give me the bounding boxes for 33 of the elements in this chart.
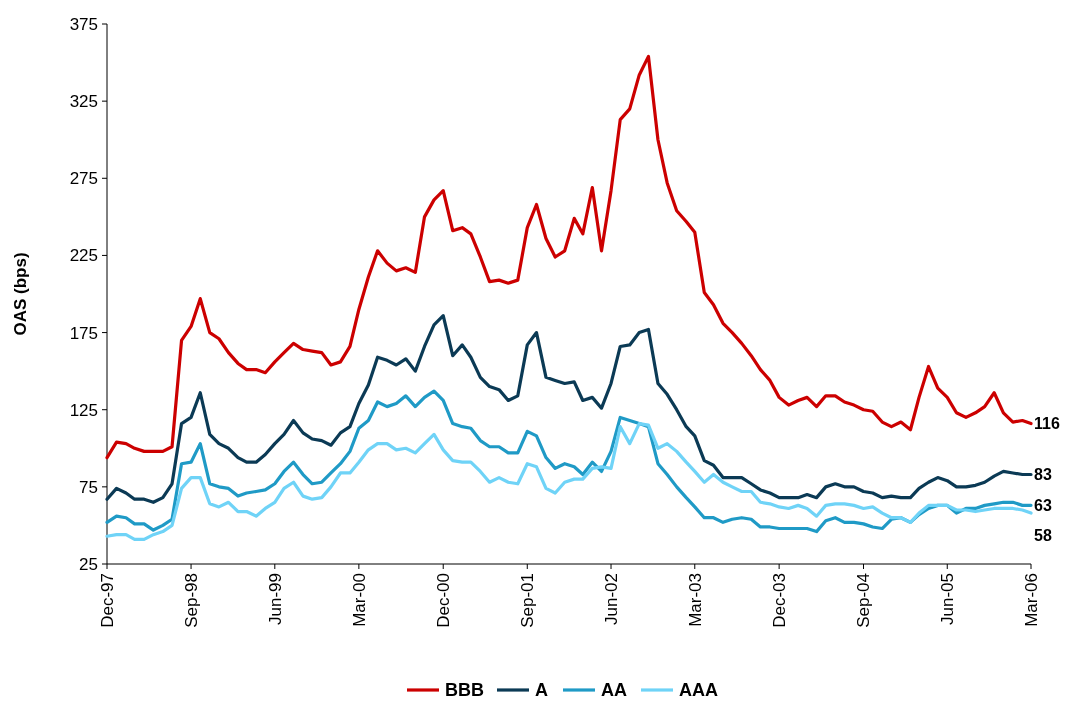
- legend-label: A: [535, 680, 548, 701]
- x-tick-label: Sep-98: [182, 573, 202, 628]
- line-series: [105, 422, 1033, 541]
- x-tick-label: Mar-00: [349, 573, 369, 627]
- y-axis-title: OAS (bps): [11, 252, 30, 336]
- x-tick-label: Dec-97: [97, 573, 117, 628]
- annotation: 83: [1034, 466, 1052, 484]
- legend-label: BBB: [445, 680, 484, 701]
- y-tick-label: 275: [69, 169, 98, 189]
- x-tick-label: Dec-00: [434, 573, 454, 628]
- annotation: 58: [1034, 526, 1052, 544]
- x-tick-label: Mar-03: [685, 573, 705, 627]
- line-series: [105, 389, 1033, 534]
- y-tick-label: 25: [79, 554, 98, 574]
- x-tick-label: Mar-06: [1021, 573, 1041, 627]
- x-tick-label: Sep-04: [854, 573, 874, 628]
- y-tick-label: 175: [69, 323, 98, 343]
- y-tick-label: 225: [69, 246, 98, 266]
- y-tick-label: 375: [69, 14, 98, 34]
- y-tick-label: 325: [69, 92, 98, 112]
- x-tick-label: Jun-02: [601, 573, 621, 625]
- x-tick-label: Dec-03: [770, 573, 790, 628]
- legend-label: AAA: [679, 680, 718, 701]
- line-series: [105, 54, 1033, 460]
- line-series: [105, 314, 1033, 504]
- y-tick-label: 75: [79, 477, 98, 497]
- x-tick-label: Jun-99: [265, 573, 285, 625]
- x-tick-label: Sep-01: [518, 573, 538, 628]
- legend-label: AA: [601, 680, 627, 701]
- x-tick-label: Jun-05: [938, 573, 958, 625]
- annotation: 63: [1034, 496, 1052, 514]
- annotation: 116: [1034, 415, 1060, 433]
- y-tick-label: 125: [69, 400, 98, 420]
